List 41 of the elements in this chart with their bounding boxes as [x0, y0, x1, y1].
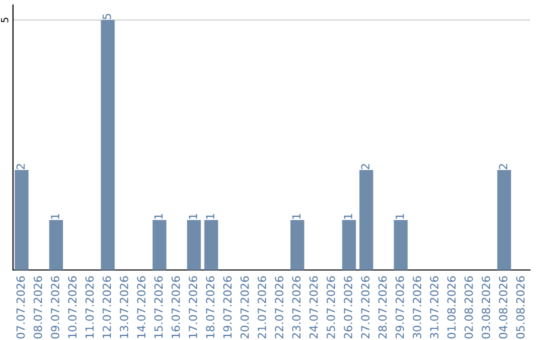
data-label: 2: [361, 164, 370, 170]
x-tick-label: 11.07.2026: [85, 276, 94, 338]
data-label: 2: [498, 164, 508, 170]
x-tick-label: 02.08.2026: [464, 276, 473, 338]
x-tick-label: 07.07.2026: [16, 276, 25, 338]
x-tick-label: 05.08.2026: [516, 276, 525, 338]
data-label: 1: [51, 214, 60, 219]
x-tick-label: 19.07.2026: [223, 276, 232, 338]
x-tick-label: 15.07.2026: [154, 276, 163, 338]
x-tick-label: 12.07.2026: [102, 276, 112, 338]
x-tick-label: 14.07.2026: [137, 276, 146, 338]
x-tick-label: 03.08.2026: [482, 276, 490, 338]
data-label: 1: [292, 214, 300, 219]
x-tick-label: 27.07.2026: [361, 276, 370, 338]
x-tick-label: 13.07.2026: [120, 276, 128, 338]
x-tick-label: 16.07.2026: [172, 276, 180, 338]
data-label: 2: [16, 164, 25, 170]
x-tick-label: 24.07.2026: [309, 276, 318, 338]
x-tick-label: 31.07.2026: [430, 276, 438, 338]
data-label: 1: [396, 214, 404, 219]
x-tick-label: 09.07.2026: [50, 276, 60, 338]
x-tick-label: 01.08.2026: [447, 276, 456, 338]
x-tick-label: 25.07.2026: [326, 276, 336, 338]
x-tick-label: 23.07.2026: [292, 276, 301, 338]
x-tick-label: 29.07.2026: [396, 276, 404, 338]
x-tick-label: 26.07.2026: [344, 276, 352, 338]
x-tick-label: 04.08.2026: [498, 276, 508, 338]
x-tick-label: 08.07.2026: [34, 276, 42, 338]
data-label: 1: [188, 214, 198, 219]
x-tick-label: 18.07.2026: [206, 276, 214, 338]
data-label: 5: [102, 14, 112, 20]
data-label: 1: [154, 214, 163, 219]
x-tick-label: 20.07.2026: [240, 276, 249, 338]
x-tick-label: 21.07.2026: [258, 276, 266, 338]
x-tick-label: 22.07.2026: [274, 276, 284, 338]
x-tick-label: 17.07.2026: [188, 276, 198, 338]
x-tick-label: 28.07.2026: [378, 276, 387, 338]
x-tick-label: 10.07.2026: [68, 276, 77, 338]
data-label: 1: [344, 214, 352, 219]
data-label: 1: [206, 214, 214, 219]
x-tick-label: 30.07.2026: [412, 276, 422, 338]
